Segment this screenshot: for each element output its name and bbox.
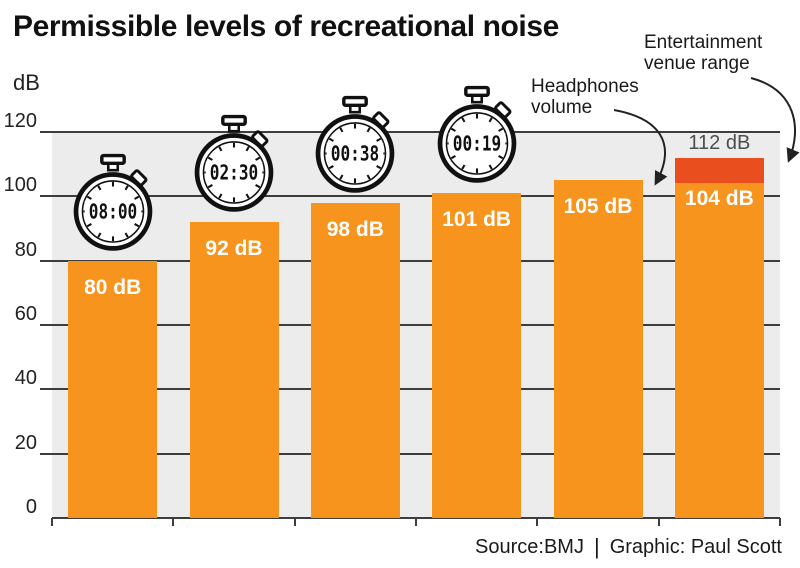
source-label: Source:BMJ bbox=[475, 535, 584, 558]
y-axis-tick-label: 40 bbox=[14, 367, 37, 390]
bar-value-label: 105 dB bbox=[563, 195, 633, 219]
stopwatch-icon: 00:38 bbox=[315, 95, 395, 193]
axis-tick bbox=[51, 518, 53, 526]
svg-text:08:00: 08:00 bbox=[88, 200, 136, 223]
graphic-credit: Graphic: Paul Scott bbox=[609, 535, 782, 558]
page-title: Permissible levels of recreational noise bbox=[13, 10, 559, 43]
y-axis-tick-label: 100 bbox=[3, 174, 37, 197]
bar-range-segment bbox=[674, 157, 764, 184]
svg-text:02:30: 02:30 bbox=[210, 162, 258, 185]
svg-text:00:38: 00:38 bbox=[331, 142, 379, 165]
y-axis-tick-label: 80 bbox=[14, 238, 37, 261]
annotation-venue-line1: Entertainment bbox=[644, 32, 763, 53]
y-axis-unit-label: dB bbox=[13, 70, 40, 95]
gridline bbox=[40, 388, 780, 391]
axis-tick bbox=[293, 518, 296, 526]
stopwatch-icon: 00:19 bbox=[437, 85, 516, 183]
bar-value-label: 101 dB bbox=[442, 208, 512, 232]
source-credit: Source:BMJ | Graphic: Paul Scott bbox=[475, 534, 782, 560]
bar-value-label: 92 dB bbox=[205, 237, 263, 261]
bar: 98 dB bbox=[310, 202, 400, 518]
y-axis-tick-label: 120 bbox=[3, 110, 37, 132]
stopwatch-icon: 08:00 bbox=[73, 153, 152, 251]
axis-tick bbox=[657, 518, 660, 526]
stopwatch-wrap: 00:19 bbox=[434, 85, 520, 183]
axis-tick bbox=[172, 518, 175, 526]
bar: 105 dB bbox=[553, 180, 643, 518]
gridline bbox=[40, 131, 780, 133]
axis-tick bbox=[779, 518, 781, 526]
bar-value-label: 104 dB bbox=[684, 187, 754, 211]
stopwatch-icon: 02:30 bbox=[194, 114, 274, 212]
svg-text:00:19: 00:19 bbox=[452, 133, 500, 156]
bar-value-label: 80 dB bbox=[84, 275, 142, 299]
annotation-headphones-volume: Headphones volume bbox=[531, 76, 639, 118]
annotation-headphones-line1: Headphones bbox=[531, 76, 639, 97]
y-axis-tick-label: 60 bbox=[14, 303, 37, 325]
bar-value-label: 98 dB bbox=[326, 217, 384, 241]
bar: 101 dB bbox=[432, 193, 522, 518]
gridline bbox=[40, 452, 780, 455]
bar: 80 dB bbox=[68, 260, 158, 518]
annotation-venue-line2: venue range bbox=[644, 53, 750, 74]
y-axis-tick-label: 0 bbox=[25, 496, 37, 518]
gridline bbox=[40, 324, 780, 326]
range-value-label: 112 dB bbox=[688, 131, 751, 154]
gridline bbox=[40, 195, 780, 198]
stopwatch-wrap: 02:30 bbox=[191, 114, 277, 212]
gridline bbox=[40, 259, 780, 262]
annotation-venue-range: Entertainment venue range bbox=[644, 32, 762, 74]
bar: 92 dB bbox=[189, 222, 279, 518]
axis-tick bbox=[415, 518, 417, 526]
bar: 104 dB bbox=[674, 183, 764, 518]
stopwatch-wrap: 00:38 bbox=[312, 95, 398, 193]
source-divider: | bbox=[593, 534, 600, 559]
stopwatch-wrap: 08:00 bbox=[70, 153, 156, 251]
axis-tick bbox=[536, 518, 539, 526]
y-axis-tick-label: 20 bbox=[14, 431, 37, 454]
annotation-headphones-line2: volume bbox=[531, 97, 593, 118]
